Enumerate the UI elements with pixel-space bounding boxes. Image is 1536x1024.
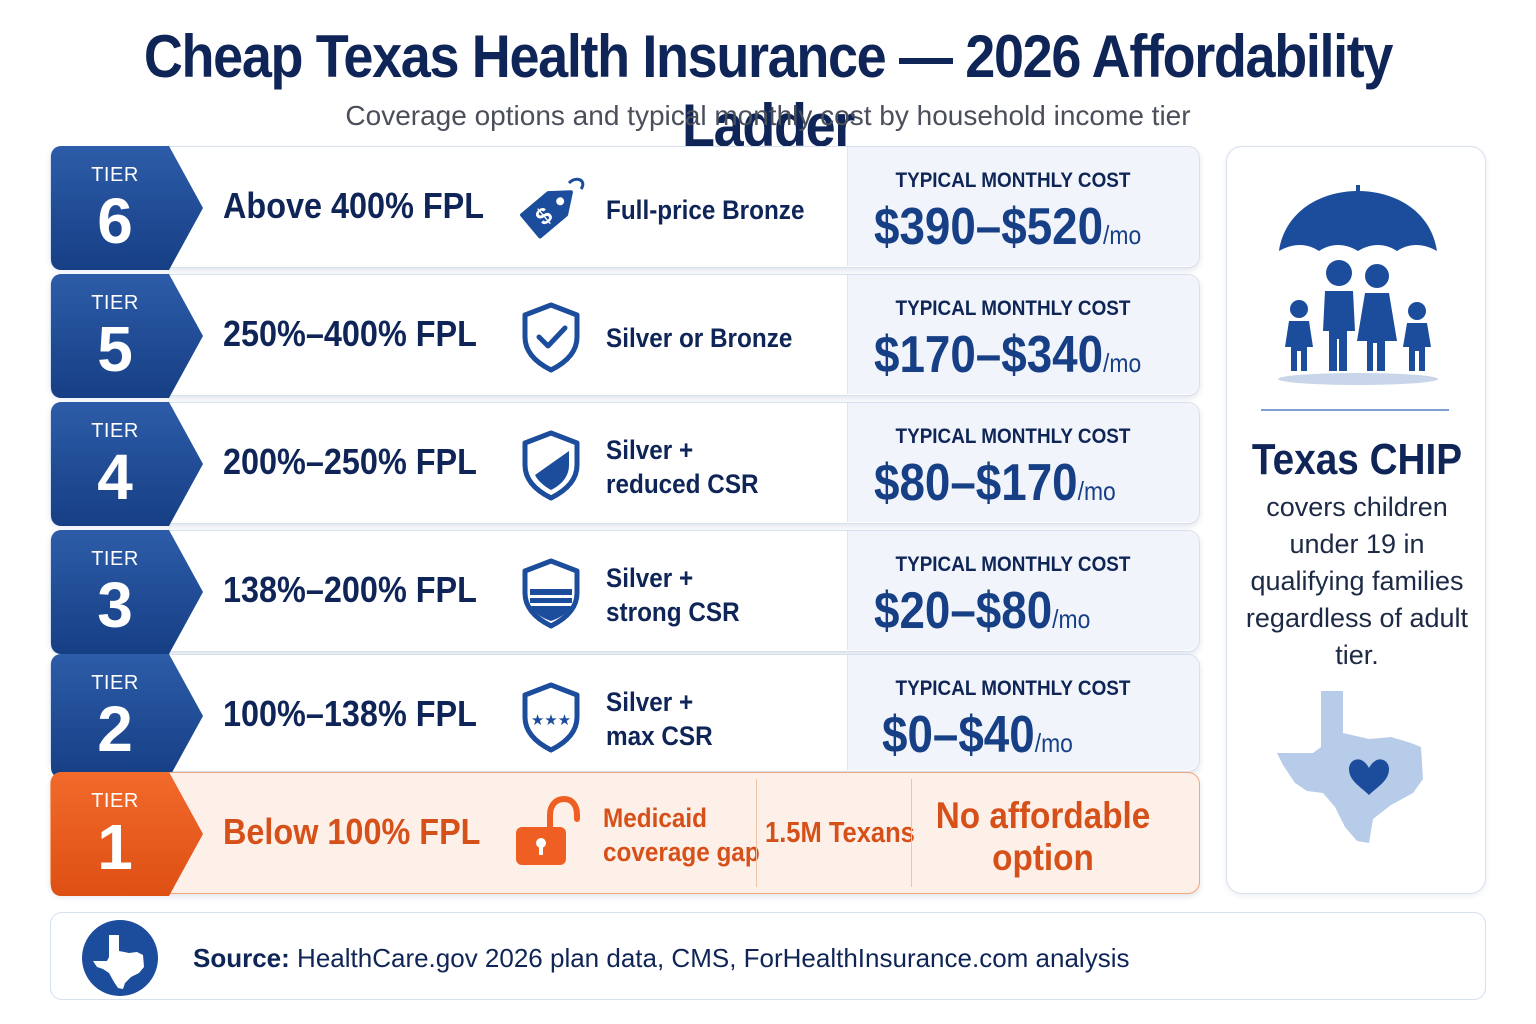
cost-unit: /mo	[1103, 348, 1142, 378]
cost-unit: /mo	[1052, 604, 1091, 634]
shield-stars-icon: ★★★	[522, 682, 580, 753]
texas-heart-map-icon	[1277, 691, 1423, 843]
cost-panel: TYPICAL MONTHLY COST $0–$40/mo	[847, 655, 1199, 770]
fpl-range: 100%–138% FPL	[223, 693, 477, 734]
chip-title: Texas CHIP	[1251, 435, 1463, 484]
tier-row-3: TIER 3 138%–200% FPL Silver + strong CSR…	[50, 530, 1200, 654]
source-text: Source: HealthCare.gov 2026 plan data, C…	[193, 943, 1129, 974]
tier-row-5: TIER 5 250%–400% FPL Silver or Bronze TY…	[50, 274, 1200, 398]
tier-badge: TIER 6	[51, 146, 203, 270]
no-option-line: option	[992, 837, 1094, 878]
tier-number: 6	[97, 185, 133, 257]
cost-label: TYPICAL MONTHLY COST	[895, 297, 1131, 320]
plan-line: coverage gap	[603, 837, 760, 867]
plan-type: Medicaid coverage gap	[603, 801, 760, 869]
tier-badge: TIER 3	[51, 530, 203, 654]
tier-number: 2	[97, 693, 133, 765]
plan-type: Silver + strong CSR	[606, 561, 740, 629]
cost-range: $20–$80	[874, 582, 1053, 640]
tier-row-1: TIER 1 Below 100% FPL Medicaid coverage …	[50, 772, 1200, 896]
open-padlock-icon	[516, 795, 580, 865]
cost-panel: TYPICAL MONTHLY COST $170–$340/mo	[847, 275, 1199, 394]
tier-row-4: TIER 4 200%–250% FPL Silver + reduced CS…	[50, 402, 1200, 526]
cost-value: $390–$520/mo	[874, 197, 1141, 257]
cost-unit: /mo	[1034, 728, 1073, 758]
plan-line: Medicaid	[603, 803, 707, 833]
cost-panel: TYPICAL MONTHLY COST $390–$520/mo	[847, 147, 1199, 266]
tier-label: TIER	[91, 292, 139, 314]
cost-label: TYPICAL MONTHLY COST	[895, 553, 1131, 576]
source-footer: Source: HealthCare.gov 2026 plan data, C…	[50, 912, 1486, 1000]
cost-unit: /mo	[1077, 476, 1116, 506]
shield-check-icon	[522, 302, 580, 373]
cost-range: $0–$40	[882, 706, 1035, 764]
cost-value: $80–$170/mo	[874, 453, 1116, 513]
chip-description: covers children under 19 in qualifying f…	[1245, 492, 1469, 670]
fpl-range: 138%–200% FPL	[223, 569, 477, 610]
cost-panel: TYPICAL MONTHLY COST $20–$80/mo	[847, 531, 1199, 650]
tier-number: 4	[97, 441, 133, 513]
cost-value: $0–$40/mo	[882, 705, 1073, 765]
fpl-range: Below 100% FPL	[223, 811, 481, 852]
tier-row-6: TIER 6 Above 400% FPL $ Full-price Bronz…	[50, 146, 1200, 270]
cost-range: $390–$520	[874, 198, 1104, 256]
cost-range: $170–$340	[874, 326, 1104, 384]
tier-badge: TIER 1	[51, 772, 203, 896]
tier-row-2: TIER 2 100%–138% FPL ★★★ Silver + max CS…	[50, 654, 1200, 778]
cost-panel: TYPICAL MONTHLY COST $80–$170/mo	[847, 403, 1199, 522]
tier-label: TIER	[91, 420, 139, 442]
tier-badge: TIER 4	[51, 402, 203, 526]
shield-partial-icon	[522, 430, 580, 501]
source-value: HealthCare.gov 2026 plan data, CMS, ForH…	[297, 943, 1130, 973]
cost-label: TYPICAL MONTHLY COST	[895, 677, 1131, 700]
plan-line: strong CSR	[606, 597, 740, 627]
divider	[756, 779, 757, 887]
chip-panel: Texas CHIP covers children under 19 in q…	[1226, 146, 1486, 894]
divider	[1261, 409, 1449, 411]
plan-line: Silver +	[606, 435, 694, 465]
tier-badge: TIER 2	[51, 654, 203, 778]
family-umbrella-icon	[1278, 185, 1438, 385]
page-title: Cheap Texas Health Insurance — 2026 Affo…	[143, 23, 1394, 159]
cost-range: $80–$170	[874, 454, 1078, 512]
divider	[911, 779, 912, 887]
plan-line: max CSR	[606, 721, 713, 751]
page-subtitle: Coverage options and typical monthly cos…	[345, 100, 1191, 131]
svg-text:★★★: ★★★	[531, 711, 571, 729]
tier-number: 3	[97, 569, 133, 641]
tier-label: TIER	[91, 548, 139, 570]
tier-badge: TIER 5	[51, 274, 203, 398]
plan-line: reduced CSR	[606, 469, 759, 499]
plan-line: Silver +	[606, 687, 694, 717]
tier-number: 1	[97, 811, 133, 883]
shield-striped-icon	[522, 558, 580, 629]
plan-type: Full-price Bronze	[606, 193, 804, 227]
fpl-range: 200%–250% FPL	[223, 441, 477, 482]
price-tag-icon: $	[520, 177, 585, 239]
tier-label: TIER	[91, 790, 139, 812]
plan-type: Silver + reduced CSR	[606, 433, 759, 501]
tier-label: TIER	[91, 672, 139, 694]
texas-badge-icon	[82, 920, 158, 996]
fpl-range: Above 400% FPL	[223, 185, 485, 226]
plan-type: Silver + max CSR	[606, 685, 713, 753]
plan-line: Full-price Bronze	[606, 195, 805, 225]
no-option-note: No affordable option	[933, 795, 1153, 879]
gap-population: 1.5M Texans	[765, 817, 915, 849]
cost-value: $20–$80/mo	[874, 581, 1090, 641]
plan-line: Silver or Bronze	[606, 323, 793, 353]
no-option-line: No affordable	[935, 795, 1151, 836]
fpl-range: 250%–400% FPL	[223, 313, 477, 354]
cost-value: $170–$340/mo	[874, 325, 1141, 385]
cost-unit: /mo	[1103, 220, 1142, 250]
source-label: Source:	[193, 943, 290, 973]
tier-label: TIER	[91, 164, 139, 186]
cost-label: TYPICAL MONTHLY COST	[895, 169, 1131, 192]
plan-type: Silver or Bronze	[606, 321, 792, 355]
plan-line: Silver +	[606, 563, 694, 593]
tier-number: 5	[97, 313, 133, 385]
cost-label: TYPICAL MONTHLY COST	[895, 425, 1131, 448]
